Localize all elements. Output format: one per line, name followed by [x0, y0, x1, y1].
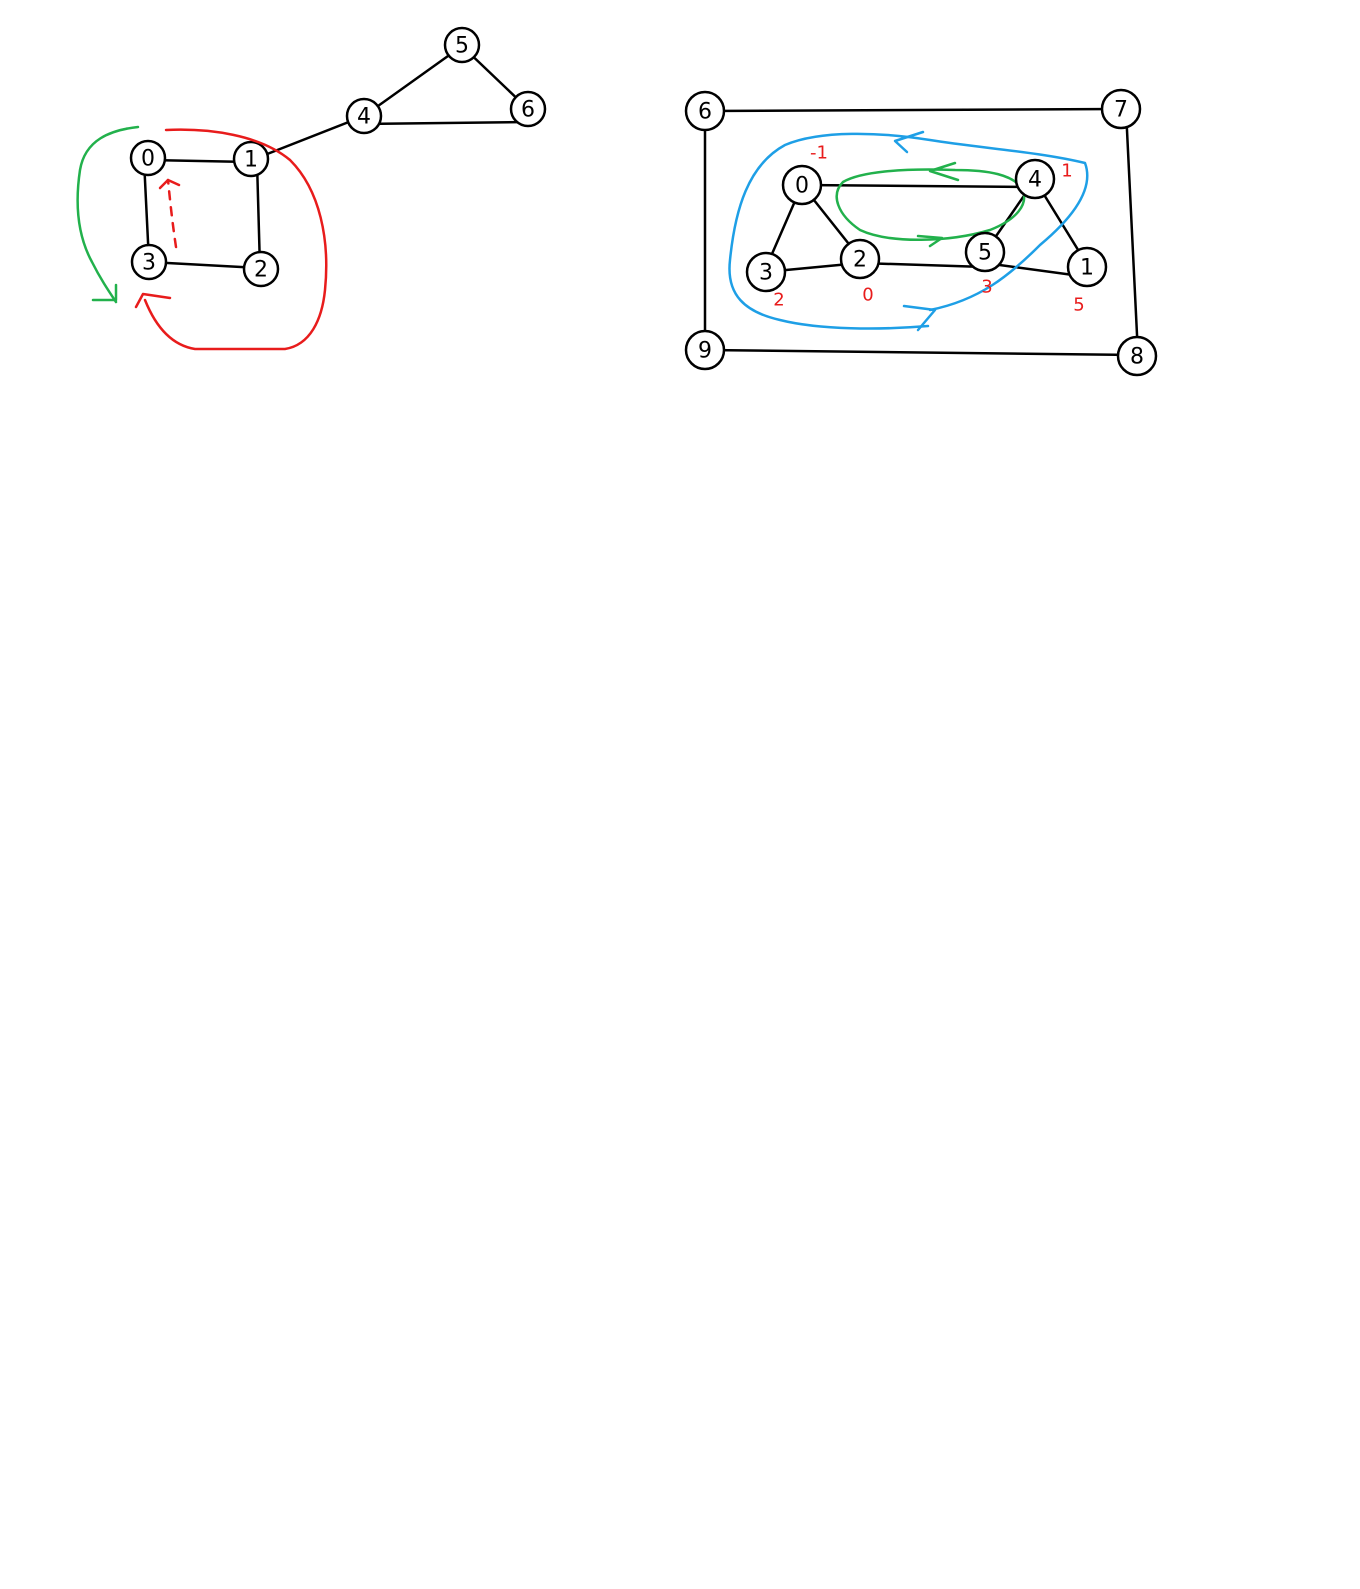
right-node-7-label: 7	[1114, 98, 1128, 123]
annotation-node-3: 2	[773, 290, 784, 311]
left-red-dashed-arrowhead	[158, 178, 181, 190]
left-node-2: 2	[242, 250, 280, 288]
left-node-6: 6	[509, 90, 547, 128]
left-graph: 0 1 2 3 4 5 6	[76, 26, 547, 351]
right-node-7: 7	[1100, 88, 1142, 130]
left-node-0-label: 0	[141, 147, 155, 172]
right-node-6-label: 6	[698, 100, 712, 125]
right-node-0-label: 0	[795, 174, 809, 199]
left-node-6-label: 6	[521, 98, 535, 123]
left-node-1: 1	[232, 140, 270, 178]
left-node-0: 0	[129, 139, 167, 177]
right-node-3: 3	[745, 251, 787, 293]
right-node-1: 1	[1066, 246, 1108, 288]
left-green-arrowhead	[91, 283, 118, 302]
right-node-1-label: 1	[1080, 256, 1094, 281]
left-red-dashed-arrow	[166, 178, 178, 249]
left-node-2-label: 2	[254, 258, 268, 283]
left-node-5: 5	[443, 26, 481, 64]
right-node-8: 8	[1116, 335, 1158, 377]
annotation-node-5: 3	[981, 277, 992, 298]
right-node-4: 4	[1014, 158, 1056, 200]
right-node-8-label: 8	[1130, 345, 1144, 370]
right-edge-7-8	[1124, 108, 1140, 357]
left-edge-4-5	[362, 44, 464, 118]
left-red-loop	[143, 128, 328, 351]
right-node-9: 9	[684, 329, 726, 371]
left-node-4-label: 4	[357, 105, 371, 130]
left-green-arrow	[76, 125, 140, 304]
right-node-0: 0	[781, 164, 823, 206]
left-red-arrowhead	[134, 292, 172, 309]
right-node-2-label: 2	[853, 248, 867, 273]
right-green-arrowhead-top	[928, 161, 960, 182]
right-node-2: 2	[839, 238, 881, 280]
left-node-3-label: 3	[142, 251, 156, 276]
right-node-5: 5	[964, 231, 1006, 273]
annotation-node-4: 1	[1061, 161, 1072, 182]
right-blue-arrowhead-bottom	[902, 304, 937, 332]
right-green-loop	[835, 168, 1026, 241]
left-edge-1-2	[255, 160, 262, 270]
left-edge-4-6	[362, 120, 529, 126]
left-node-4: 4	[345, 97, 383, 135]
left-node-3: 3	[130, 243, 168, 281]
right-node-3-label: 3	[759, 261, 773, 286]
left-node-1-label: 1	[244, 148, 258, 173]
left-edge-2-3	[147, 260, 262, 270]
right-node-6: 6	[684, 90, 726, 132]
left-node-5-label: 5	[455, 34, 469, 59]
right-graph: 6 7 8 9 0 2 3 4	[684, 88, 1158, 377]
right-edge-6-7	[703, 107, 1122, 113]
right-node-4-label: 4	[1028, 168, 1042, 193]
right-green-arrowhead-bottom	[916, 234, 944, 248]
annotation-node-2: 0	[862, 285, 873, 306]
right-edge-0-4	[800, 183, 1037, 189]
right-blue-loop	[728, 132, 1089, 330]
annotation-node-1: 5	[1073, 295, 1084, 316]
right-edge-8-9	[703, 348, 1140, 357]
left-edge-1-4	[250, 114, 366, 162]
right-node-5-label: 5	[978, 241, 992, 266]
right-blue-arrowhead-top	[893, 130, 925, 154]
right-node-9-label: 9	[698, 339, 712, 364]
annotation-node-0: -1	[810, 143, 828, 164]
right-edge-2-5	[858, 261, 987, 269]
